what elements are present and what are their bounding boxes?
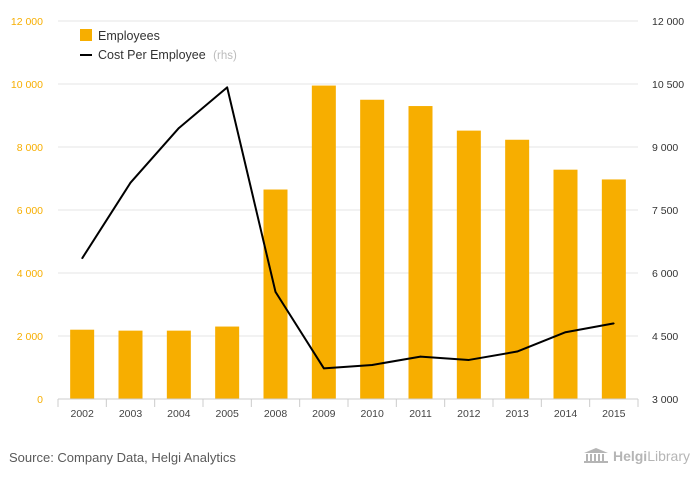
bar-layer [70,85,626,400]
bar-employees [601,179,626,399]
legend-label-employees: Employees [98,29,160,43]
line-cost-per-employee [81,86,615,370]
x-tick-label: 2003 [119,408,143,420]
legend: Employees Cost Per Employee (rhs) [80,29,237,62]
x-tick-label: 2014 [554,408,578,420]
bar-employees [215,326,240,399]
right-tick-label: 12 000 [652,16,684,28]
left-tick-label: 2 000 [17,331,43,343]
x-tick-label: 2013 [505,408,529,420]
point-cost-per-employee [129,181,132,184]
point-cost-per-employee [226,86,228,89]
point-cost-per-employee [516,350,518,353]
right-tick-label: 10 500 [652,79,684,91]
x-tick-label: 2011 [409,408,432,420]
left-tick-label: 12 000 [11,16,43,28]
x-tick-label: 2002 [70,408,94,420]
brand-name: HelgiLibrary [612,448,690,464]
x-tick-label: 2012 [457,408,481,420]
bar-employees [505,139,530,399]
bar-employees [553,169,578,399]
point-cost-per-employee [178,127,180,129]
left-tick-label: 8 000 [17,142,43,154]
grid-layer [58,20,638,337]
x-tick-label: 2015 [602,408,626,420]
left-tick-label: 0 [37,394,43,406]
bar-employees [166,330,191,399]
right-tick-label: 6 000 [652,268,678,280]
bar-employees [408,106,433,400]
source-note: Source: Company Data, Helgi Analytics [9,450,236,465]
x-tick-label: 2009 [312,408,336,420]
right-tick-label: 3 000 [652,394,678,406]
x-tick-label: 2008 [264,408,288,420]
x-tick-label: 2005 [215,408,239,420]
x-tick-label: 2010 [360,408,384,420]
line-layer [81,86,615,370]
point-cost-per-employee [81,257,83,260]
left-tick-label: 6 000 [17,205,43,217]
bar-employees [263,189,288,399]
bar-employees [118,330,143,399]
point-cost-per-employee [274,291,277,293]
x-tick-label: 2004 [167,408,191,420]
right-tick-label: 7 500 [652,205,678,217]
legend-label-cost-per-employee: Cost Per Employee (rhs) [98,48,237,62]
brand-logo[interactable]: HelgiLibrary [583,448,690,464]
library-building-icon [583,448,608,463]
legend-label-cost-text: Cost Per Employee [98,48,206,62]
axis-layer: 0 2 000 4 000 6 000 8 000 10 000 12 000 3 000 4 … [11,16,684,420]
bar-employees [360,99,385,399]
left-tick-label: 4 000 [17,268,43,280]
point-cost-per-employee [323,367,325,370]
legend-label-rhs: (rhs) [213,50,237,62]
point-cost-per-employee [613,322,615,325]
point-cost-per-employee [468,359,470,361]
left-tick-label: 10 000 [11,79,43,91]
point-cost-per-employee [419,355,422,358]
bar-employees [456,130,481,399]
right-tick-label: 4 500 [652,331,678,343]
legend-swatch-employees [80,29,92,41]
bar-employees [70,329,95,399]
right-tick-label: 9 000 [652,142,678,154]
point-cost-per-employee [371,364,373,366]
point-cost-per-employee [564,331,567,334]
bar-employees [311,85,336,399]
